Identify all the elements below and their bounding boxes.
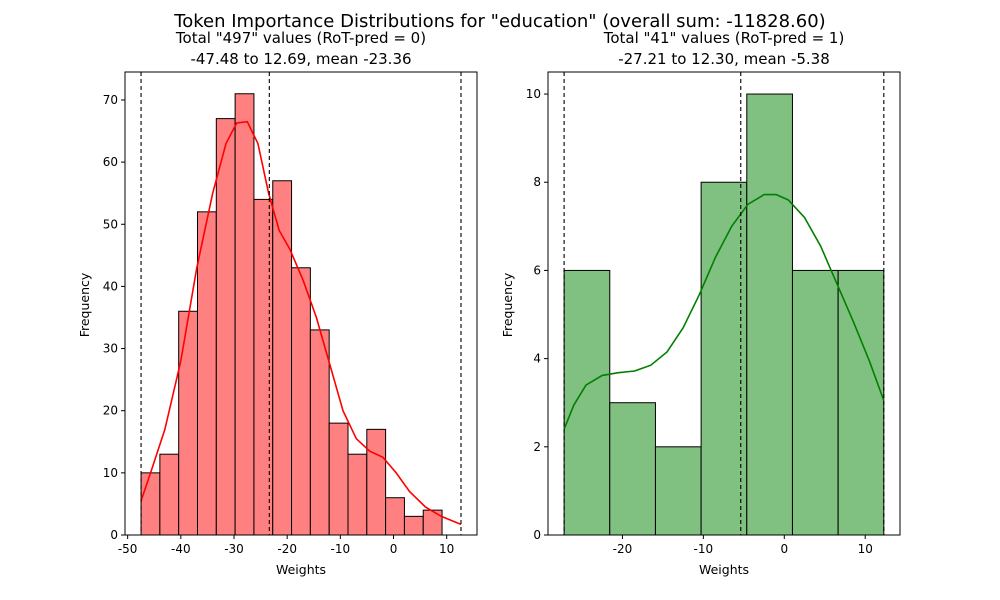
left-x-tick-label: 10 xyxy=(439,542,454,556)
right-histogram-panel: Total "41" values (RoT-pred = 1) -27.21 … xyxy=(500,29,901,577)
right-y-tick-label: 10 xyxy=(526,87,541,101)
right-x-tick-label: -10 xyxy=(694,542,714,556)
left-histogram-bar xyxy=(328,422,349,536)
right-y-axis-label: Frequency xyxy=(500,272,515,337)
left-y-tick-label: 70 xyxy=(103,93,118,107)
right-histogram-bar xyxy=(700,181,748,536)
left-y-tick-label: 60 xyxy=(103,155,118,169)
right-x-tick-label: 0 xyxy=(780,542,788,556)
left-x-tick-label: -20 xyxy=(277,542,297,556)
left-y-tick-label: 20 xyxy=(103,404,118,418)
right-histogram-bar xyxy=(746,93,793,536)
left-y-tick-label: 50 xyxy=(103,217,118,231)
left-histogram-bar xyxy=(140,472,161,536)
left-histogram-bar xyxy=(234,93,255,536)
right-y-tick-label: 0 xyxy=(533,528,541,542)
right-histogram-bar xyxy=(654,446,702,536)
left-axes-frame xyxy=(124,71,478,536)
left-x-tick-label: -10 xyxy=(331,542,351,556)
left-x-tick-label: -40 xyxy=(171,542,191,556)
left-y-tick-label: 0 xyxy=(110,528,118,542)
figure-suptitle: Token Importance Distributions for "educ… xyxy=(173,11,825,32)
right-title-line2: -27.21 to 12.30, mean -5.38 xyxy=(618,50,830,68)
right-y-tick-label: 6 xyxy=(533,263,541,277)
left-histogram-bar xyxy=(385,497,405,536)
right-kde-curve xyxy=(563,193,885,430)
left-title-line1: Total "497" values (RoT-pred = 0) xyxy=(175,29,426,47)
left-y-tick-label: 40 xyxy=(103,279,118,293)
left-histogram-bar xyxy=(215,118,236,536)
left-y-tick-label: 30 xyxy=(103,342,118,356)
left-y-axis-label: Frequency xyxy=(77,272,92,337)
left-x-axis-label: Weights xyxy=(276,562,326,577)
left-title-line2: -47.48 to 12.69, mean -23.36 xyxy=(190,50,411,68)
right-y-tick-label: 8 xyxy=(533,175,541,189)
left-histogram-bar xyxy=(159,453,180,536)
left-x-tick-label: 0 xyxy=(390,542,398,556)
left-kde-curve xyxy=(140,120,462,526)
left-histogram-bar xyxy=(309,329,330,536)
right-axes-frame xyxy=(547,71,901,536)
right-histogram-bar xyxy=(837,269,885,536)
left-histogram-bar xyxy=(178,310,198,536)
left-histogram-bar xyxy=(253,198,274,536)
left-histogram-bar xyxy=(347,453,368,536)
left-plot-area: -50 -40 -30 -20 -10 0 10 0 10 20 30 40 50 60 70 xyxy=(103,71,478,556)
left-y-tick-label: 10 xyxy=(103,466,118,480)
right-y-tick-label: 2 xyxy=(533,440,541,454)
right-histogram-bar xyxy=(563,269,611,536)
right-histogram-bar xyxy=(609,402,656,536)
left-histogram-bar xyxy=(422,509,443,536)
right-x-axis-label: Weights xyxy=(699,562,749,577)
left-histogram-bar xyxy=(403,515,424,536)
left-x-tick-label: -30 xyxy=(224,542,244,556)
right-y-tick-label: 4 xyxy=(533,352,541,366)
right-x-tick-label: -20 xyxy=(613,542,633,556)
right-histogram-bar xyxy=(791,269,839,536)
right-title-line1: Total "41" values (RoT-pred = 1) xyxy=(603,29,845,47)
left-histogram-bar xyxy=(272,180,293,536)
right-x-tick-label: 10 xyxy=(858,542,873,556)
right-plot-area: -20 -10 0 10 0 2 4 6 8 10 xyxy=(526,71,901,556)
left-histogram-bar xyxy=(291,267,311,536)
left-histogram-bar xyxy=(366,428,387,536)
left-histogram-panel: Total "497" values (RoT-pred = 0) -47.48… xyxy=(77,29,478,577)
left-x-tick-label: -50 xyxy=(118,542,138,556)
left-histogram-bar xyxy=(196,211,217,536)
